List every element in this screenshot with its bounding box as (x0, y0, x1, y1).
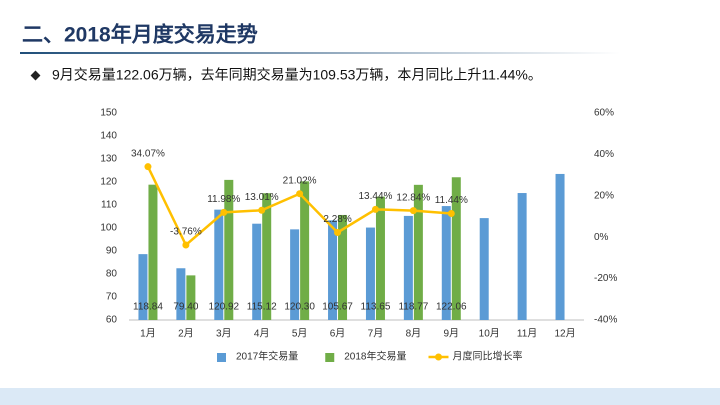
line-point (182, 241, 190, 249)
legend-swatch (217, 353, 226, 362)
y-tick-label: 110 (101, 200, 117, 211)
x-tick-label: 1月 (140, 328, 156, 340)
x-tick-label: 3月 (216, 328, 232, 340)
legend-label: 2018年交易量 (344, 350, 406, 363)
bar-value-label: 113.65 (361, 302, 391, 313)
y-tick-label: 140 (100, 131, 117, 142)
bar (413, 184, 423, 320)
bar (451, 177, 461, 320)
line-value-label: -3.76% (170, 227, 202, 238)
line-value-label: 11.98% (207, 194, 240, 205)
x-tick-label: 2月 (178, 328, 194, 340)
line-value-label: 13.44% (358, 191, 392, 202)
y-tick-label: 60 (106, 315, 118, 326)
legend-label: 月度同比增长率 (453, 350, 523, 363)
line-point (296, 190, 304, 198)
x-tick-label: 8月 (406, 328, 422, 340)
bar (441, 206, 451, 320)
bar-value-label: 120.30 (284, 302, 315, 313)
y-tick-label: 90 (106, 246, 118, 257)
y-tick-label: 70 (106, 292, 118, 303)
y-tick-label: 130 (100, 154, 117, 165)
bar-value-label: 120.92 (208, 302, 239, 313)
bar (176, 268, 186, 320)
line-point (447, 210, 455, 218)
bar (138, 254, 148, 320)
bullet (30, 70, 41, 81)
line-value-label: 2.28% (323, 214, 351, 225)
bar-value-label: 122.06 (436, 302, 467, 313)
legend-label: 2017年交易量 (236, 350, 298, 363)
line-point (409, 207, 417, 215)
title: 二、2018年月度交易走势 (22, 23, 258, 47)
line-point (334, 228, 342, 236)
x-tick-label: 4月 (254, 328, 270, 340)
x-tick-label: 6月 (330, 328, 346, 340)
footer-band (0, 388, 720, 405)
x-tick-label: 5月 (292, 328, 308, 340)
line-value-label: 21.02% (283, 175, 317, 186)
x-tick-label: 9月 (444, 328, 460, 340)
title-underline (20, 52, 620, 54)
bar (328, 220, 338, 320)
y-tick-label: 80 (106, 269, 118, 280)
bar-value-label: 105.67 (322, 302, 353, 313)
bar-value-label: 118.84 (133, 302, 163, 313)
x-tick-label: 11月 (517, 328, 537, 340)
bar (375, 196, 385, 320)
line-point (144, 163, 152, 171)
bar (365, 227, 375, 320)
x-tick-label: 10月 (479, 328, 500, 340)
y2-tick-label: 60% (594, 108, 614, 119)
bar (403, 215, 413, 320)
legend-swatch (325, 353, 335, 362)
y2-tick-label: 20% (594, 190, 614, 201)
y-tick-label: 100 (100, 223, 117, 234)
line-value-label: 34.07% (131, 148, 165, 159)
line-point (220, 208, 228, 216)
bar (517, 193, 527, 320)
bar (300, 181, 310, 320)
y-tick-label: 120 (100, 177, 117, 188)
x-tick-label: 12月 (554, 328, 575, 340)
line-value-label: 13.01% (245, 192, 279, 203)
bar-value-label: 79.40 (173, 302, 198, 313)
bar (186, 275, 196, 320)
line-value-label: 12.84% (396, 192, 430, 203)
bar (555, 173, 565, 320)
legend-swatch (435, 353, 442, 361)
line-point (371, 205, 379, 213)
bar (290, 229, 300, 320)
x-tick-label: 7月 (368, 328, 384, 340)
line-point (258, 206, 266, 214)
y-tick-label: 150 (100, 108, 117, 119)
line-value-label: 11.44% (435, 195, 468, 206)
bar-value-label: 115.12 (247, 302, 277, 313)
subtitle: 9月交易量122.06万辆，去年同期交易量为109.53万辆，本月同比上升11.… (52, 67, 542, 83)
bar (262, 193, 272, 320)
bar (479, 218, 489, 320)
y2-tick-label: -20% (594, 273, 617, 284)
bar (252, 223, 262, 320)
bar (148, 184, 158, 320)
y2-tick-label: 40% (594, 149, 614, 160)
bar (214, 209, 224, 320)
bar (338, 214, 348, 320)
bar (224, 179, 234, 320)
y2-tick-label: -40% (594, 315, 617, 326)
bar-value-label: 118.77 (398, 302, 428, 313)
y2-tick-label: 0% (594, 232, 609, 243)
